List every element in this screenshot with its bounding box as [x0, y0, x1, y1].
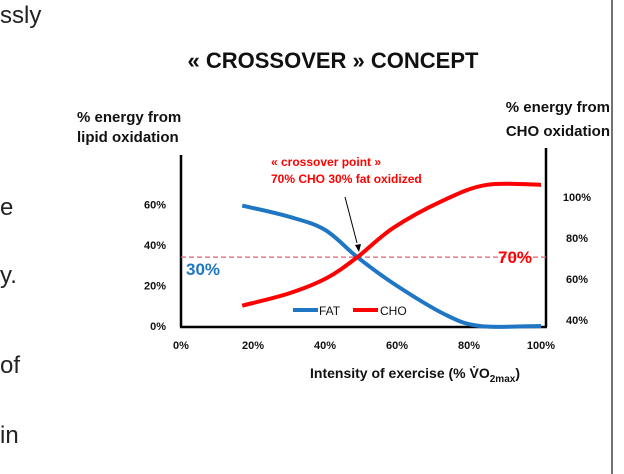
x-tick-label: 80% [458, 340, 480, 352]
y-left-label: % energy from [77, 109, 181, 126]
background-text: in [0, 422, 19, 449]
background-text: y. [0, 262, 17, 289]
y-left-label: lipid oxidation [77, 129, 179, 146]
y-right-label: CHO oxidation [506, 123, 610, 140]
legend-fat-label: FAT [319, 304, 341, 318]
x-tick-label: 100% [527, 340, 555, 352]
y-left-tick-label: 20% [144, 281, 166, 293]
chart-title: « CROSSOVER » CONCEPT [188, 48, 480, 73]
y-left-tick-label: 60% [144, 200, 166, 212]
series-fat-line [241, 203, 542, 329]
legend-cho-label: CHO [380, 304, 407, 318]
y-left-tick-label: 0% [150, 321, 166, 333]
background-text: e [0, 194, 14, 221]
crossover-annotation: « crossover point » [271, 155, 381, 169]
y-right-tick-label: 80% [566, 233, 588, 245]
x-tick-label: 40% [314, 340, 336, 352]
x-tick-label: 20% [242, 340, 264, 352]
y-right-label: % energy from [506, 99, 610, 116]
series-cho-line [241, 181, 542, 308]
x-axis-label: Intensity of exercise (% V̇O2max) [310, 365, 520, 385]
fat-30-label: 30% [186, 260, 220, 279]
y-right-tick-label: 60% [566, 274, 588, 286]
y-right-tick-label: 100% [563, 192, 591, 204]
x-tick-label: 60% [386, 340, 408, 352]
y-right-tick-label: 40% [566, 315, 588, 327]
crossover-arrow [344, 196, 358, 244]
y-left-tick-label: 40% [144, 240, 166, 252]
x-tick-label: 0% [173, 340, 189, 352]
crossover-annotation: 70% CHO 30% fat oxidized [271, 172, 422, 186]
crossover-arrowhead [355, 244, 361, 252]
background-text: of [0, 352, 21, 379]
cho-70-label: 70% [498, 248, 532, 267]
background-text: ssly [0, 2, 42, 29]
